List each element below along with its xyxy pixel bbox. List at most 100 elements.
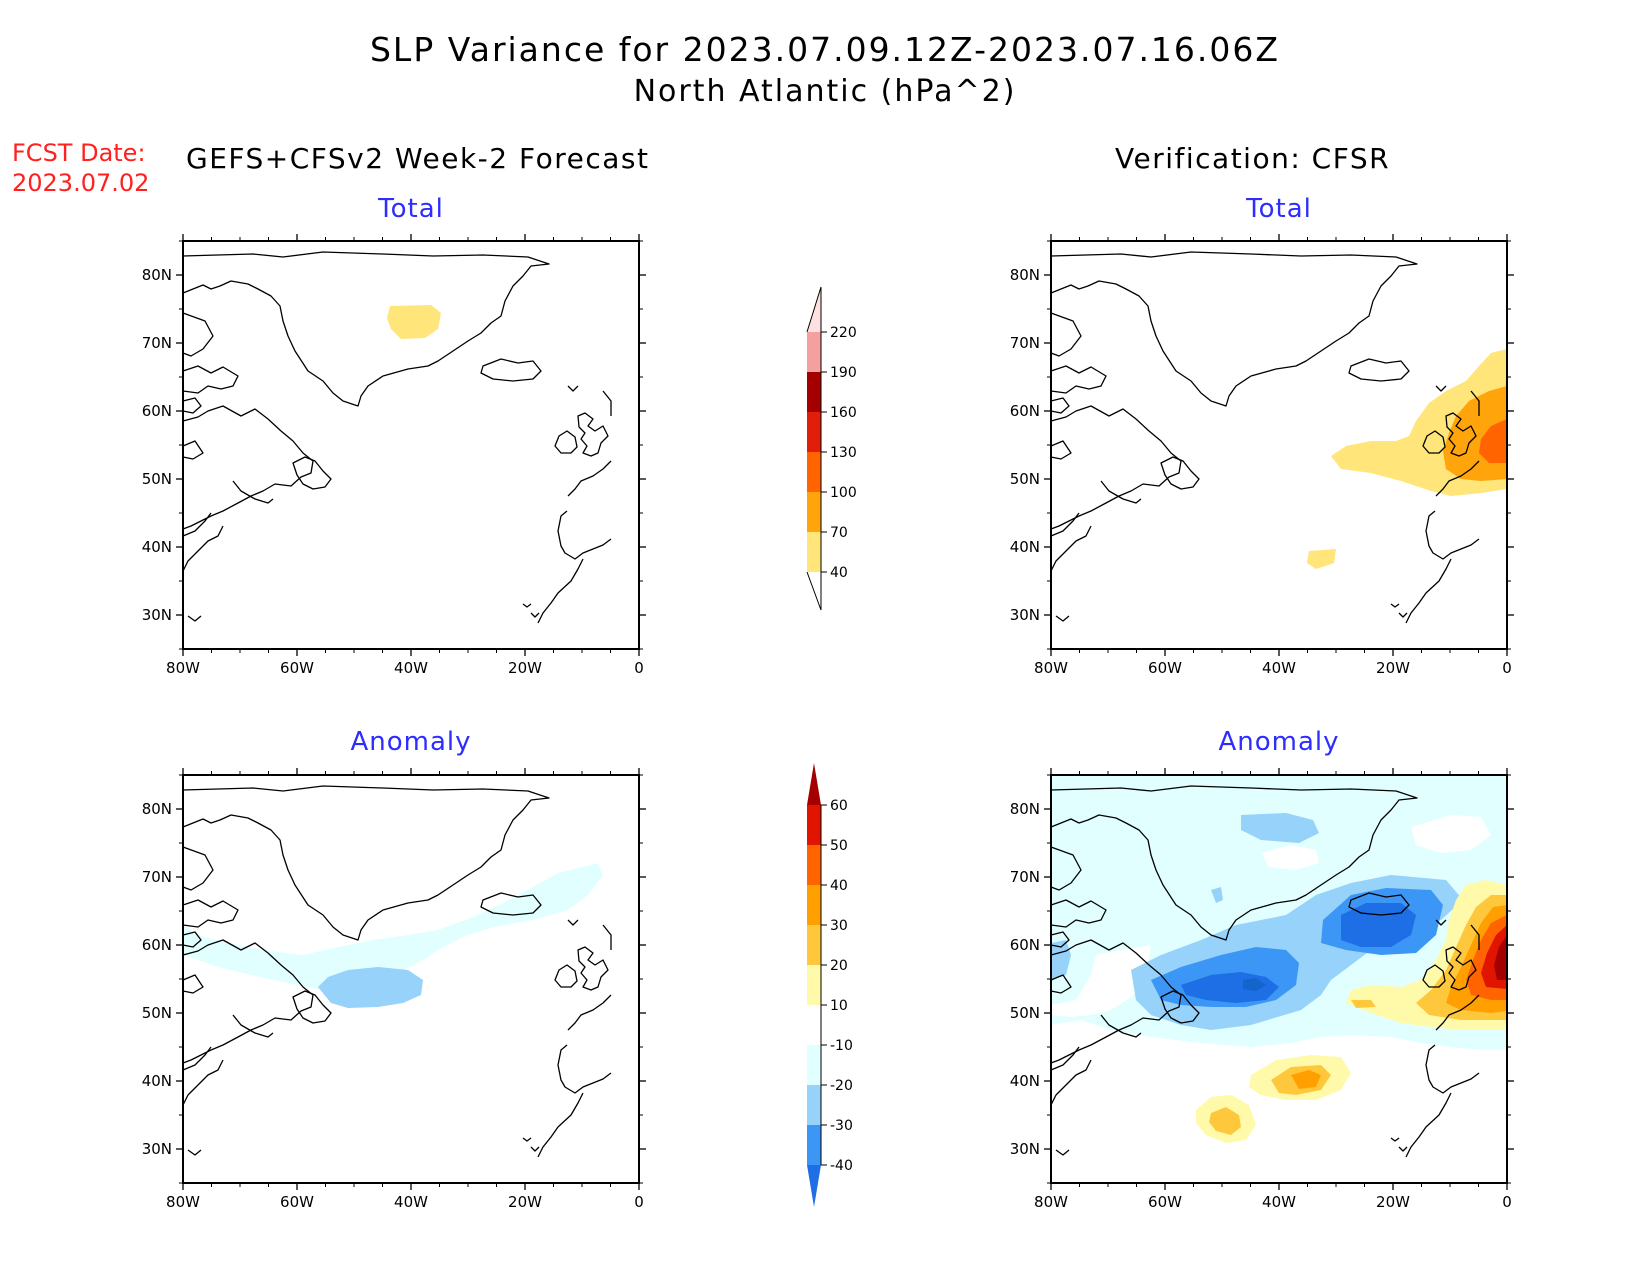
- main-title: SLP Variance for 2023.07.09.12Z-2023.07.…: [369, 30, 1281, 69]
- lon-tick-label: 0: [634, 659, 644, 677]
- forecast-header: GEFS+CFSv2 Week-2 Forecast: [186, 142, 650, 175]
- lon-tick-label: 80W: [1034, 1193, 1068, 1211]
- lat-tick-label: 70N: [142, 868, 172, 886]
- lat-tick-label: 30N: [142, 1140, 172, 1158]
- colorbar-total-upper-edge: [806, 286, 822, 333]
- colorbar-total-segment: [807, 372, 821, 412]
- contour-total-100-130: [1479, 419, 1507, 463]
- lon-tick-label: 60W: [1148, 1193, 1182, 1211]
- lon-tick-label: 80W: [166, 659, 200, 677]
- contour-anom-neg20-a: [1241, 813, 1319, 843]
- colorbar-anomaly-segment: [807, 1005, 821, 1045]
- colorbar-anomaly-label: 30: [830, 918, 848, 934]
- colorbar-total-segment: [807, 452, 821, 492]
- colorbar-anomaly-segment: [807, 805, 821, 845]
- colorbar-anomaly-label: -10: [830, 1038, 853, 1054]
- lon-tick-label: 60W: [1148, 659, 1182, 677]
- colorbar-anomaly-label: 20: [830, 958, 848, 974]
- colorbar-total-segment: [807, 412, 821, 452]
- colorbar-anomaly-label: 50: [830, 838, 848, 854]
- lon-tick-label: 0: [1502, 1193, 1512, 1211]
- map-forecast-anomaly: [182, 775, 639, 1183]
- verification-header: Verification: CFSR: [1115, 142, 1391, 175]
- colorbar-total-label: 160: [830, 405, 857, 421]
- panel-title-verification-anomaly: Anomaly: [1218, 727, 1340, 757]
- lat-tick-label: 40N: [142, 1072, 172, 1090]
- contour-total-40-70-small: [1307, 549, 1336, 569]
- contour-anom-neg20-neg30: [318, 967, 423, 1008]
- lon-tick-label: 20W: [508, 1193, 542, 1211]
- contour-anom-white-north: [1261, 845, 1319, 870]
- lat-tick-label: 60N: [142, 936, 172, 954]
- lat-tick-label: 50N: [142, 470, 172, 488]
- lon-tick-label: 20W: [508, 659, 542, 677]
- map-verification-total: [1050, 241, 1507, 649]
- lat-tick-label: 70N: [1010, 334, 1040, 352]
- lon-tick-label: 20W: [1376, 659, 1410, 677]
- lat-tick-label: 40N: [1010, 1072, 1040, 1090]
- lon-tick-label: 40W: [394, 1193, 428, 1211]
- colorbar-anomaly-label: -40: [830, 1158, 853, 1174]
- colorbar-total-lower-end: [806, 571, 822, 611]
- colorbar-total-label: 130: [830, 445, 857, 461]
- lat-tick-label: 40N: [142, 538, 172, 556]
- lat-tick-label: 30N: [1010, 606, 1040, 624]
- lat-tick-label: 40N: [1010, 538, 1040, 556]
- lat-tick-label: 30N: [1010, 1140, 1040, 1158]
- lon-tick-label: 60W: [280, 1193, 314, 1211]
- colorbar-anomaly-upper-end: [807, 763, 821, 805]
- colorbar-anomaly-segment: [807, 925, 821, 965]
- colorbar-anomaly-segment: [807, 1045, 821, 1085]
- lat-tick-label: 50N: [142, 1004, 172, 1022]
- colorbar-anomaly-segment: [807, 845, 821, 885]
- map-forecast-total: [182, 241, 639, 649]
- lon-tick-label: 60W: [280, 659, 314, 677]
- lon-tick-label: 0: [634, 1193, 644, 1211]
- lon-tick-label: 80W: [1034, 659, 1068, 677]
- colorbar-anomaly-segment: [807, 1125, 821, 1165]
- lon-tick-label: 0: [1502, 659, 1512, 677]
- lon-tick-label: 80W: [166, 1193, 200, 1211]
- colorbar-total-label: 190: [830, 365, 857, 381]
- lat-tick-label: 80N: [142, 800, 172, 818]
- contour-anom-white-ne: [1411, 815, 1491, 853]
- lat-tick-label: 80N: [1010, 800, 1040, 818]
- panel-title-forecast-total: Total: [378, 194, 444, 224]
- lat-tick-label: 60N: [1010, 936, 1040, 954]
- colorbar-anomaly-label: 40: [830, 878, 848, 894]
- lat-tick-label: 70N: [1010, 868, 1040, 886]
- colorbar-total-segment: [807, 332, 821, 372]
- contour-anom-neg10-neg20: [183, 863, 603, 990]
- contour-anom-neg20-d: [1211, 887, 1223, 903]
- subtitle: North Atlantic (hPa^2): [633, 74, 1017, 109]
- lon-tick-label: 40W: [394, 659, 428, 677]
- lon-tick-label: 20W: [1376, 1193, 1410, 1211]
- lon-tick-label: 40W: [1262, 1193, 1296, 1211]
- panel-title-verification-total: Total: [1246, 194, 1312, 224]
- contour-anom-neg40-c: [1243, 978, 1266, 991]
- lat-tick-label: 80N: [1010, 266, 1040, 284]
- forecast-date-label: FCST Date:: [12, 139, 146, 167]
- lat-tick-label: 60N: [1010, 402, 1040, 420]
- colorbar-anomaly-segment: [807, 1085, 821, 1125]
- colorbar-total-segment: [807, 492, 821, 532]
- contour-anom-neg20-c: [1051, 940, 1071, 980]
- lat-tick-label: 30N: [142, 606, 172, 624]
- colorbar-anomaly-segment: [807, 965, 821, 1005]
- lat-tick-label: 60N: [142, 402, 172, 420]
- panel-title-forecast-anomaly: Anomaly: [350, 727, 472, 757]
- colorbar-anomaly-label: 60: [830, 798, 848, 814]
- colorbar-anomaly-label: 10: [830, 998, 848, 1014]
- colorbar-anomaly-label: -20: [830, 1078, 853, 1094]
- colorbar-total-label: 100: [830, 485, 857, 501]
- colorbar-total-segment: [807, 532, 821, 572]
- colorbar-total-label: 40: [830, 565, 848, 581]
- colorbar-total-label: 70: [830, 525, 848, 541]
- map-verification-anomaly: [1050, 775, 1507, 1183]
- colorbar-anomaly-label: -30: [830, 1118, 853, 1134]
- colorbar-anomaly-lower-end: [807, 1165, 821, 1207]
- contour-anom-pos30-south: [1291, 1070, 1321, 1089]
- lon-tick-label: 40W: [1262, 659, 1296, 677]
